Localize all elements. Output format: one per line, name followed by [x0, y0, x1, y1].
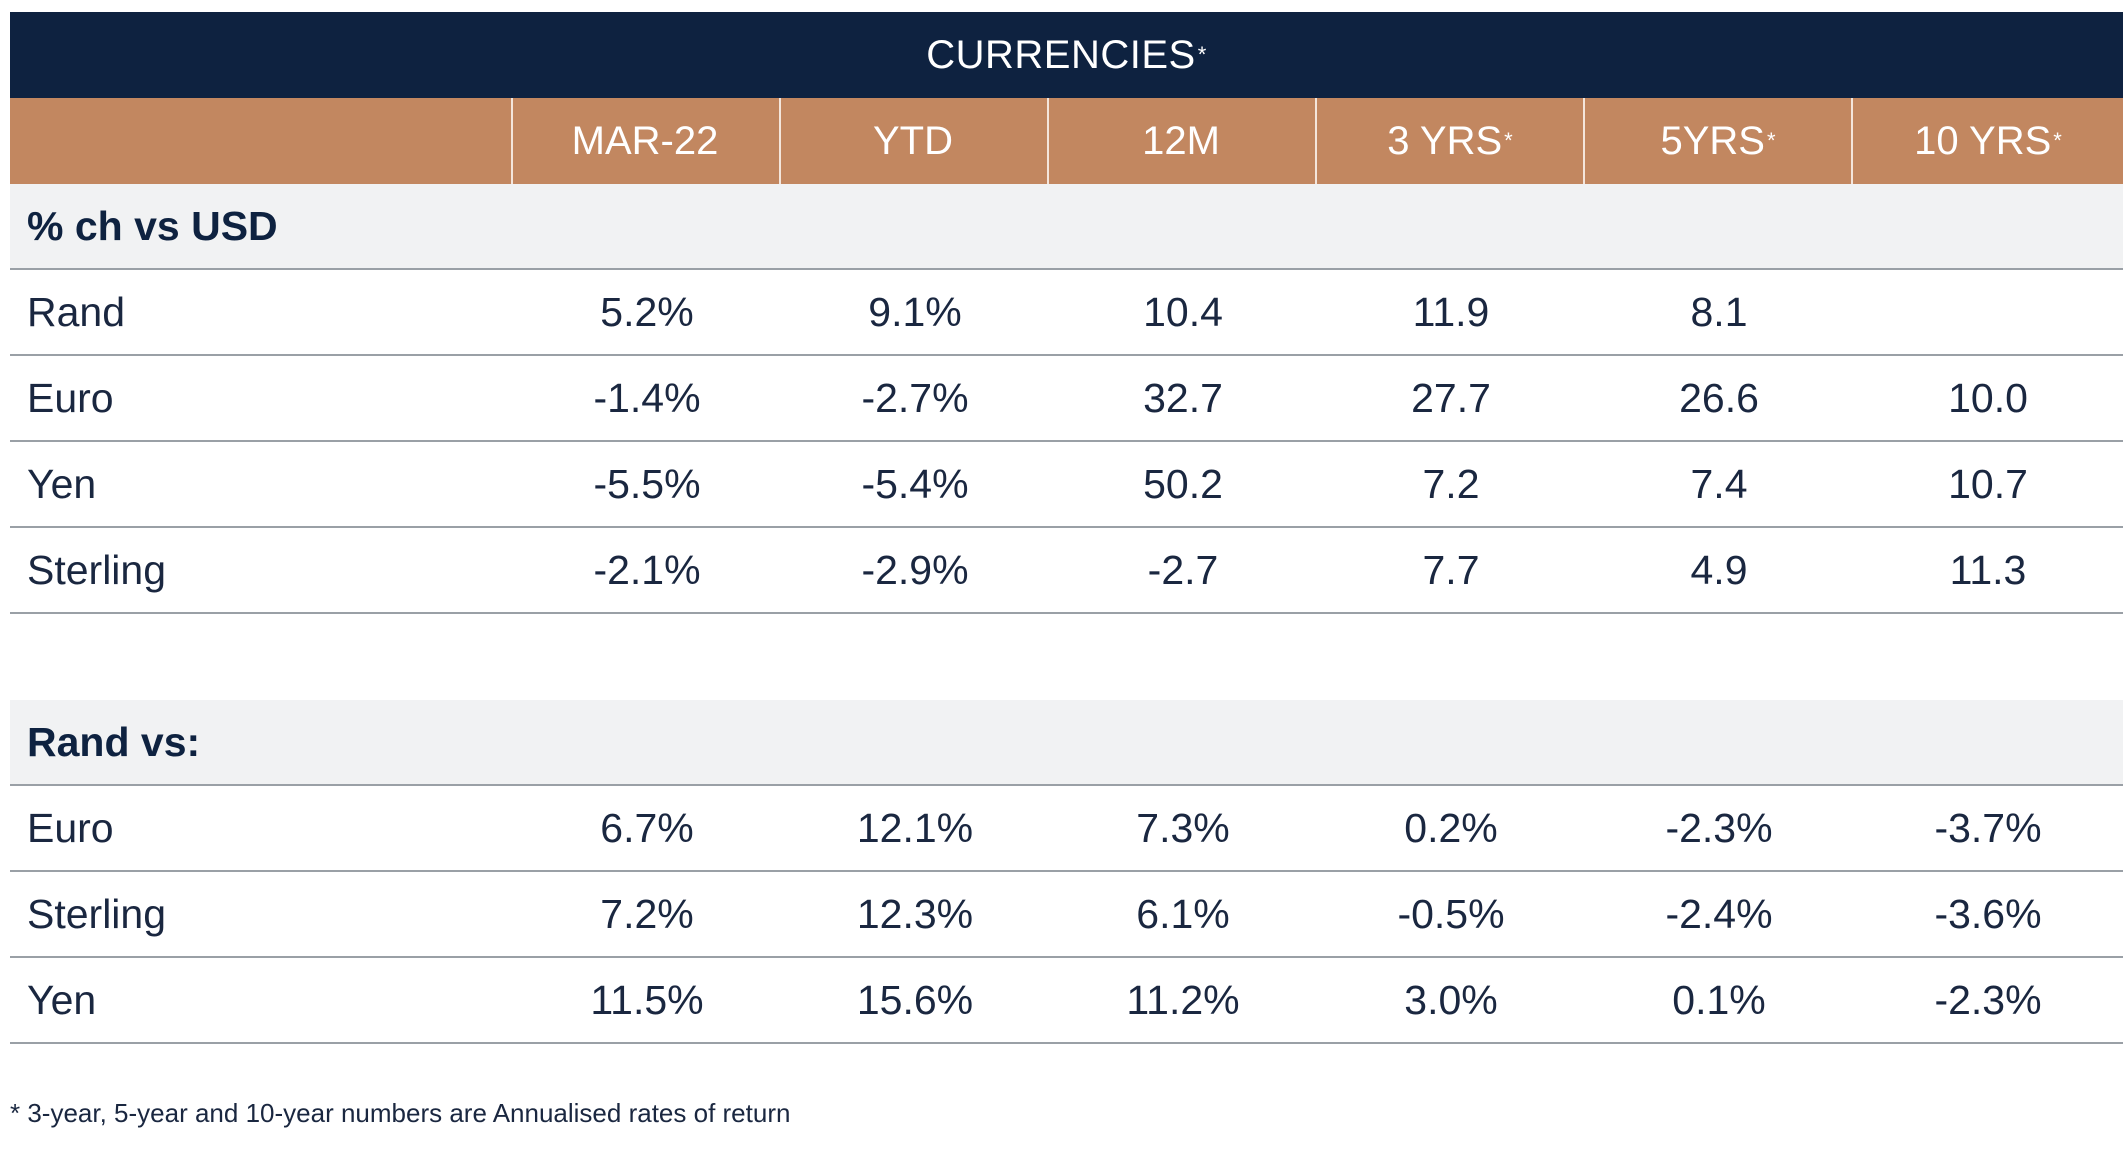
table-cell: 11.5% [590, 976, 704, 1023]
table-cell: 12.1% [856, 804, 974, 851]
table-cell: -0.5% [1397, 890, 1505, 937]
table-row: Sterling -2.1% -2.9% -2.7 7.7 4.9 11.3 [10, 528, 2123, 614]
table-cell: 5.2% [600, 288, 694, 335]
table-title: CURRENCIES * [10, 12, 2123, 98]
row-label: Sterling [27, 546, 167, 593]
table-cell: 27.7 [1411, 374, 1491, 421]
column-header-12m: 12M [1049, 98, 1317, 184]
table-cell: 50.2 [1143, 460, 1223, 507]
table-cell: 7.7 [1422, 546, 1480, 593]
column-header-label: 3 YRS [1387, 118, 1503, 163]
row-label: Sterling [27, 890, 167, 937]
column-header-3-yrs: 3 YRS * [1317, 98, 1585, 184]
table-cell: -3.7% [1934, 804, 2042, 851]
table-cell: 32.7 [1143, 374, 1223, 421]
column-header-10-yrs: 10 YRS * [1853, 98, 2123, 184]
table-cell: 7.2% [600, 890, 694, 937]
table-cell: 26.6 [1679, 374, 1759, 421]
row-label: Rand [27, 288, 126, 335]
table-cell: 4.9 [1690, 546, 1748, 593]
table-cell: -1.4% [593, 374, 701, 421]
column-header-label: 10 YRS [1914, 118, 2052, 163]
table-cell: 10.4 [1143, 288, 1223, 335]
table-cell: -2.3% [1665, 804, 1773, 851]
table-row: Yen 11.5% 15.6% 11.2% 3.0% 0.1% -2.3% [10, 958, 2123, 1044]
table-cell: -2.1% [593, 546, 701, 593]
column-header-label: MAR-22 [571, 118, 719, 163]
table-row: Yen -5.5% -5.4% 50.2 7.2 7.4 10.7 [10, 442, 2123, 528]
table-row: Euro 6.7% 12.1% 7.3% 0.2% -2.3% -3.7% [10, 786, 2123, 872]
table-cell: 9.1% [868, 288, 962, 335]
column-header-5yrs: 5YRS * [1585, 98, 1853, 184]
column-header-row: MAR-22 YTD 12M 3 YRS * 5YRS * 10 YRS * [10, 98, 2123, 184]
table-cell: -2.7 [1147, 546, 1219, 593]
table-cell: -2.4% [1665, 890, 1773, 937]
currencies-table: CURRENCIES * MAR-22 YTD 12M 3 YRS * 5YRS *… [10, 12, 2123, 1044]
header-label-column [10, 98, 513, 184]
table-cell: -3.6% [1934, 890, 2042, 937]
row-label: Yen [27, 976, 97, 1023]
table-cell: 6.1% [1136, 890, 1230, 937]
column-header-marker: * [1504, 128, 1513, 153]
table-cell: 10.0 [1948, 374, 2028, 421]
row-label: Yen [27, 460, 97, 507]
section-heading-vs-usd: % ch vs USD [10, 184, 2123, 270]
table-title-text: CURRENCIES [926, 32, 1196, 77]
row-label: Euro [27, 374, 114, 421]
table-cell: 11.2% [1126, 976, 1240, 1023]
table-cell: 8.1 [1690, 288, 1748, 335]
section-spacer [10, 614, 2123, 700]
table-cell: 0.1% [1672, 976, 1766, 1023]
column-header-mar-22: MAR-22 [513, 98, 781, 184]
footnote: * 3-year, 5-year and 10-year numbers are… [10, 1098, 791, 1128]
table-cell: 11.9 [1412, 288, 1490, 335]
section-heading-rand-vs: Rand vs: [10, 700, 2123, 786]
column-header-label: 12M [1142, 118, 1220, 163]
table-title-marker: * [1197, 42, 1207, 67]
table-cell: 0.2% [1404, 804, 1498, 851]
table-cell: 12.3% [856, 890, 974, 937]
column-header-marker: * [2053, 128, 2062, 153]
table-cell: -2.9% [861, 546, 969, 593]
table-cell: 10.7 [1948, 460, 2028, 507]
table-cell: -5.4% [861, 460, 969, 507]
table-cell: 7.3% [1136, 804, 1230, 851]
table-row: Rand 5.2% 9.1% 10.4 11.9 8.1 [10, 270, 2123, 356]
column-header-marker: * [1766, 128, 1776, 153]
table-cell: 7.4 [1690, 460, 1748, 507]
table-cell: 11.3 [1949, 546, 2027, 593]
table-cell: -5.5% [593, 460, 701, 507]
table-row: Euro -1.4% -2.7% 32.7 27.7 26.6 10.0 [10, 356, 2123, 442]
table-cell: 7.2 [1422, 460, 1480, 507]
table-cell: -2.7% [861, 374, 969, 421]
table-cell: 6.7% [600, 804, 694, 851]
row-label: Euro [27, 804, 114, 851]
table-row: Sterling 7.2% 12.3% 6.1% -0.5% -2.4% -3.… [10, 872, 2123, 958]
table-cell: 15.6% [856, 976, 974, 1023]
table-cell: 3.0% [1404, 976, 1498, 1023]
column-header-label: 5YRS [1660, 118, 1765, 163]
column-header-label: YTD [873, 118, 953, 163]
column-header-ytd: YTD [781, 98, 1049, 184]
table-cell: -2.3% [1934, 976, 2042, 1023]
